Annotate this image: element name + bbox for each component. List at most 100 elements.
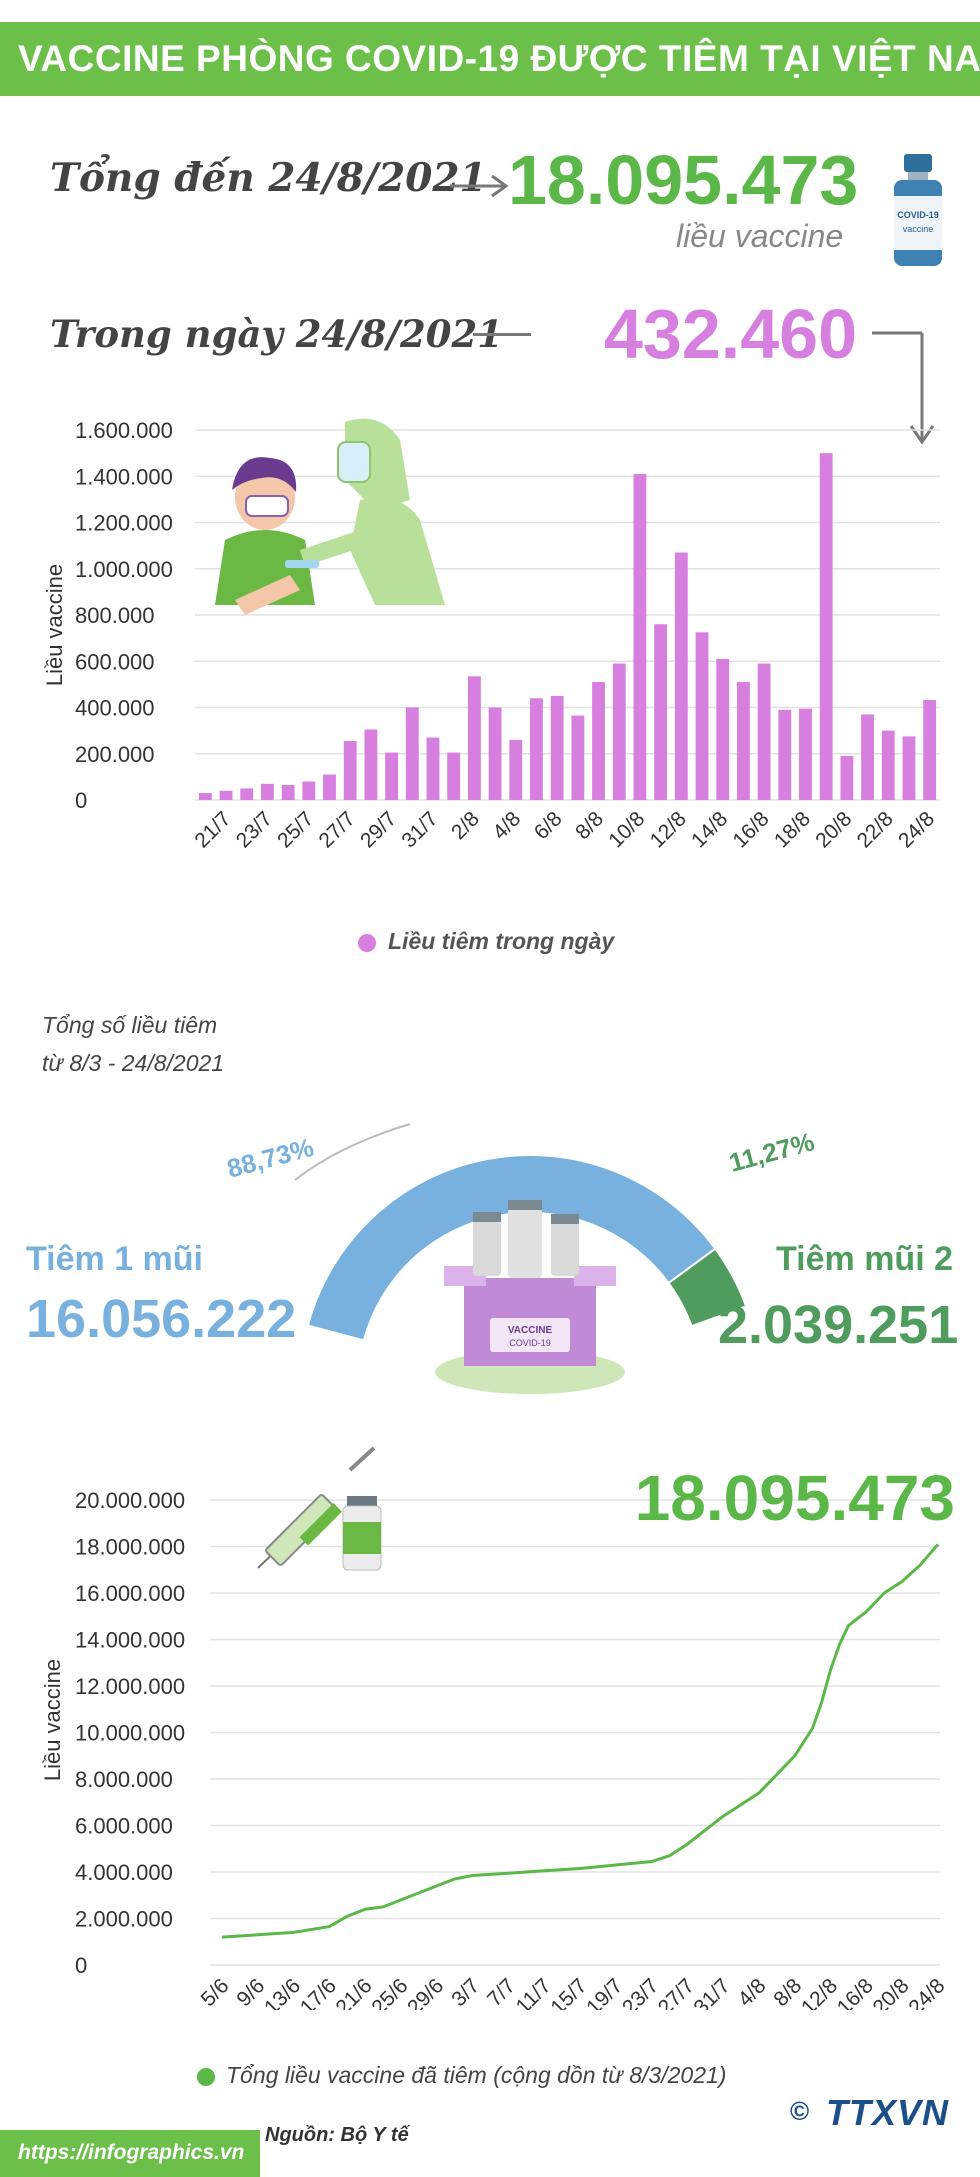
bar xyxy=(654,624,668,800)
vial-label-top: COVID-19 xyxy=(897,210,939,220)
dose-semicircle-chart: 88,73% 11,27% VACCINE COVID-19 xyxy=(224,1123,818,1394)
bar xyxy=(778,709,792,800)
dose-chart-title: Tổng số liều tiêm xyxy=(42,1012,218,1038)
bar xyxy=(219,790,233,800)
dose1-percent-label: 88,73% xyxy=(224,1132,317,1184)
line-legend-dot xyxy=(197,2068,215,2086)
header-banner: VACCINE PHÒNG COVID-19 ĐƯỢC TIÊM TẠI VIỆ… xyxy=(0,22,980,96)
bar xyxy=(364,729,378,800)
line-y-tick-label: 20.000.000 xyxy=(75,1488,185,1513)
bar-y-tick-label: 600.000 xyxy=(75,649,155,674)
bar-y-tick-label: 400.000 xyxy=(75,696,155,721)
bar-x-tick-label: 31/7 xyxy=(397,807,442,852)
bar-x-tick-label: 14/8 xyxy=(687,807,732,852)
bar xyxy=(716,658,730,800)
bar-x-tick-label: 24/8 xyxy=(894,807,939,852)
bar-x-tick-label: 23/7 xyxy=(232,807,277,852)
bar-x-tick-label: 4/8 xyxy=(488,807,525,844)
dose2-percent-label: 11,27% xyxy=(726,1126,818,1177)
dose2-slice xyxy=(667,1247,748,1328)
bar xyxy=(488,707,502,800)
line-y-tick-label: 6.000.000 xyxy=(75,1814,173,1839)
bar xyxy=(302,781,316,800)
bar-x-tick-label: 12/8 xyxy=(646,807,691,852)
arrow-down-icon xyxy=(872,331,935,445)
bar xyxy=(426,737,440,800)
bar-y-axis-label: Liều vaccine xyxy=(42,564,67,686)
daily-bar-chart: 1.600.000 1.400.000 1.200.000 1.000.000 800.… xyxy=(42,418,940,852)
arrow-right-icon xyxy=(450,174,509,198)
bar xyxy=(571,715,585,800)
source-note: Nguồn: Bộ Y tế xyxy=(265,2124,409,2146)
bar-x-tick-label: 29/7 xyxy=(356,807,401,852)
bar-y-tick-label: 1.600.000 xyxy=(75,418,173,443)
line-y-tick-label: 8.000.000 xyxy=(75,1767,173,1792)
bar-x-tick-label: 10/8 xyxy=(604,807,649,852)
bar xyxy=(240,788,254,800)
bar-x-tick-label: 2/8 xyxy=(447,807,484,844)
bar xyxy=(923,699,937,800)
footer-url-link[interactable]: https://infographics.vn xyxy=(18,2141,245,2164)
syringe-icon xyxy=(257,1446,376,1569)
dose2-name: Tiêm mũi 2 xyxy=(776,1240,953,1278)
line-y-tick-label: 10.000.000 xyxy=(75,1721,185,1746)
line-y-axis-label: Liều vaccine xyxy=(40,1659,65,1781)
bar xyxy=(881,730,895,800)
bar xyxy=(674,552,688,800)
bar xyxy=(530,698,543,800)
line-y-tick-label: 16.000.000 xyxy=(75,1581,185,1606)
bar-y-tick-label: 1.400.000 xyxy=(75,464,173,489)
bar xyxy=(736,682,750,800)
bar-y-tick-label: 200.000 xyxy=(75,742,155,767)
bar-x-tick-label: 20/8 xyxy=(811,807,856,852)
bar-y-tick-label: 1.000.000 xyxy=(75,557,173,582)
bar xyxy=(902,736,916,800)
vaccination-illustration-icon xyxy=(215,418,445,615)
bar xyxy=(198,793,212,800)
bar xyxy=(323,774,336,800)
line-y-tick-label: 2.000.000 xyxy=(75,1907,173,1932)
bar-legend-label: Liều tiêm trong ngày xyxy=(388,928,615,954)
bar xyxy=(840,756,854,800)
bar-x-tick-label: 16/8 xyxy=(728,807,773,852)
bar xyxy=(343,741,357,800)
line-x-tick-label: 5/6 xyxy=(197,1974,234,2010)
line-legend-label: Tổng liều vaccine đã tiêm (cộng dồn từ 8… xyxy=(226,2062,727,2088)
copyright-icon: © xyxy=(790,2096,810,2126)
bar-x-tick-label: 27/7 xyxy=(315,807,360,852)
dose2-value: 2.039.251 xyxy=(718,1295,959,1355)
bar-x-tick-label: 6/8 xyxy=(530,807,567,844)
bar xyxy=(757,663,771,800)
dose-chart-subtitle: từ 8/3 - 24/8/2021 xyxy=(42,1050,225,1076)
box-label-bottom: COVID-19 xyxy=(509,1338,551,1348)
bar xyxy=(633,473,647,800)
bar-x-tick-label: 8/8 xyxy=(571,807,608,844)
bar xyxy=(592,682,605,800)
page-title: VACCINE PHÒNG COVID-19 ĐƯỢC TIÊM TẠI VIỆ… xyxy=(18,38,980,79)
dose1-slice xyxy=(306,1154,717,1342)
line-y-tick-label: 14.000.000 xyxy=(75,1628,185,1653)
bar xyxy=(695,632,709,800)
bar-x-tick-label: 25/7 xyxy=(273,807,318,852)
bar-y-tick-label: 800.000 xyxy=(75,603,155,628)
bar xyxy=(447,752,461,800)
cumulative-series-line xyxy=(221,1543,940,1939)
vaccine-box-icon: VACCINE COVID-19 xyxy=(435,1200,625,1394)
bar xyxy=(819,453,833,800)
bar xyxy=(281,784,295,800)
dose1-value: 16.056.222 xyxy=(26,1289,297,1349)
line-x-tick-label: 4/8 xyxy=(734,1974,771,2010)
bar xyxy=(509,739,523,800)
bar-y-tick-label: 1.200.000 xyxy=(75,511,173,536)
bar xyxy=(799,708,812,800)
bar-y-tick-label: 0 xyxy=(75,788,87,813)
bar xyxy=(261,783,274,800)
daily-value: 432.460 xyxy=(604,295,858,373)
vaccine-vial-icon: COVID-19 vaccine xyxy=(894,154,942,266)
bar-x-tick-label: 21/7 xyxy=(190,807,235,852)
cumulative-big-value: 18.095.473 xyxy=(635,1462,955,1534)
line-x-tick-label: 3/7 xyxy=(447,1974,484,2010)
bar xyxy=(550,695,564,800)
small-vial-icon xyxy=(342,1496,382,1571)
bar xyxy=(612,663,626,800)
